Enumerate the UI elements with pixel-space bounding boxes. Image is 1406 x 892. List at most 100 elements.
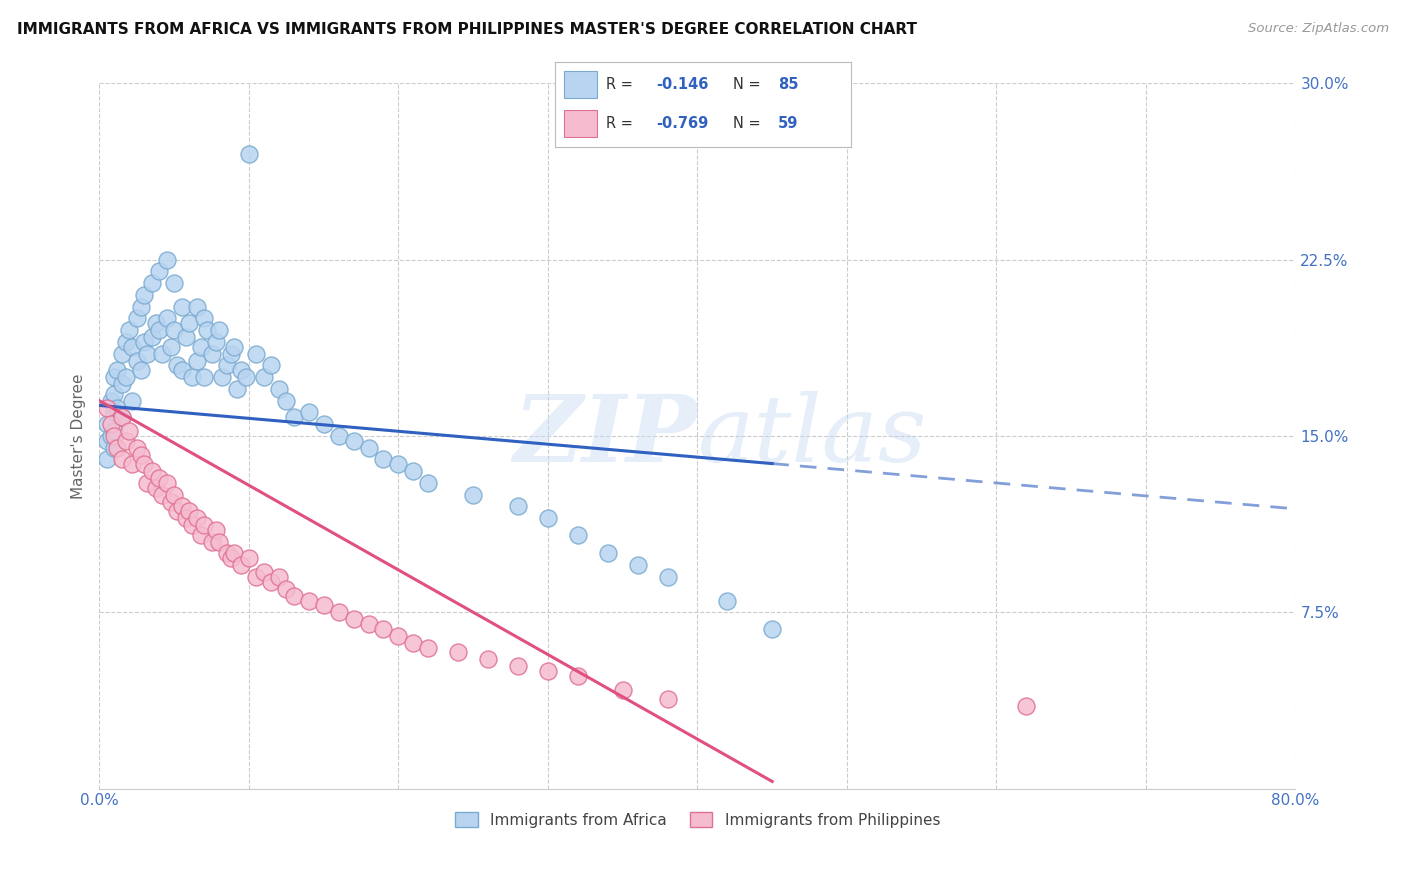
Point	[205, 523, 228, 537]
Point	[567, 527, 589, 541]
Point	[103, 386, 125, 401]
Point	[657, 570, 679, 584]
Text: R =: R =	[606, 77, 637, 92]
Point	[105, 441, 128, 455]
Point	[276, 582, 298, 596]
Point	[222, 340, 245, 354]
Point	[657, 692, 679, 706]
Point	[402, 464, 425, 478]
Point	[205, 334, 228, 349]
Point	[215, 359, 238, 373]
Point	[208, 534, 231, 549]
Point	[215, 547, 238, 561]
Text: ZIP: ZIP	[513, 391, 697, 481]
Point	[226, 382, 249, 396]
Point	[235, 370, 257, 384]
Point	[418, 640, 440, 655]
Point	[105, 363, 128, 377]
Point	[156, 252, 179, 267]
Point	[156, 311, 179, 326]
Point	[200, 347, 222, 361]
Point	[141, 464, 163, 478]
Point	[103, 405, 125, 419]
Point	[129, 300, 152, 314]
Point	[190, 527, 212, 541]
Point	[166, 359, 188, 373]
Point	[418, 475, 440, 490]
Point	[298, 405, 321, 419]
Point	[298, 593, 321, 607]
Point	[231, 558, 253, 573]
Point	[181, 518, 204, 533]
Point	[267, 570, 290, 584]
Point	[174, 330, 197, 344]
Text: N =: N =	[733, 116, 765, 130]
Point	[219, 347, 242, 361]
Point	[612, 682, 634, 697]
Point	[219, 551, 242, 566]
Point	[1015, 699, 1038, 714]
Text: -0.146: -0.146	[655, 77, 709, 92]
Point	[342, 434, 364, 448]
Text: 85: 85	[779, 77, 799, 92]
Point	[211, 370, 233, 384]
Point	[387, 457, 409, 471]
Point	[103, 441, 125, 455]
Point	[148, 323, 170, 337]
Point	[150, 488, 173, 502]
Point	[148, 264, 170, 278]
Point	[174, 511, 197, 525]
Point	[179, 504, 201, 518]
Point	[121, 457, 143, 471]
Point	[477, 652, 499, 666]
Point	[125, 353, 148, 368]
Point	[186, 300, 208, 314]
Point	[537, 664, 560, 678]
Point	[163, 488, 186, 502]
Point	[357, 617, 380, 632]
FancyBboxPatch shape	[564, 71, 596, 98]
Point	[761, 622, 783, 636]
Point	[136, 475, 159, 490]
Point	[170, 363, 193, 377]
Point	[447, 645, 470, 659]
Point	[103, 429, 125, 443]
Point	[163, 323, 186, 337]
Point	[129, 363, 152, 377]
Point	[596, 547, 619, 561]
Point	[125, 441, 148, 455]
Point	[170, 300, 193, 314]
Point	[195, 323, 218, 337]
Point	[163, 277, 186, 291]
Point	[312, 417, 335, 432]
Text: N =: N =	[733, 77, 765, 92]
Point	[357, 441, 380, 455]
FancyBboxPatch shape	[564, 110, 596, 137]
Point	[134, 288, 156, 302]
Point	[111, 452, 134, 467]
Point	[160, 495, 183, 509]
Point	[118, 425, 141, 439]
Point	[260, 574, 283, 589]
Point	[156, 475, 179, 490]
Point	[328, 429, 350, 443]
Point	[115, 370, 138, 384]
Point	[222, 547, 245, 561]
Point	[134, 334, 156, 349]
Point	[186, 353, 208, 368]
Point	[267, 382, 290, 396]
Text: -0.769: -0.769	[655, 116, 709, 130]
Point	[115, 334, 138, 349]
Point	[716, 593, 738, 607]
Point	[136, 347, 159, 361]
Point	[200, 534, 222, 549]
Point	[276, 393, 298, 408]
Point	[181, 370, 204, 384]
Point	[312, 598, 335, 612]
Point	[96, 452, 118, 467]
Point	[111, 410, 134, 425]
Point	[567, 669, 589, 683]
Point	[190, 340, 212, 354]
Text: R =: R =	[606, 116, 637, 130]
Point	[283, 410, 305, 425]
